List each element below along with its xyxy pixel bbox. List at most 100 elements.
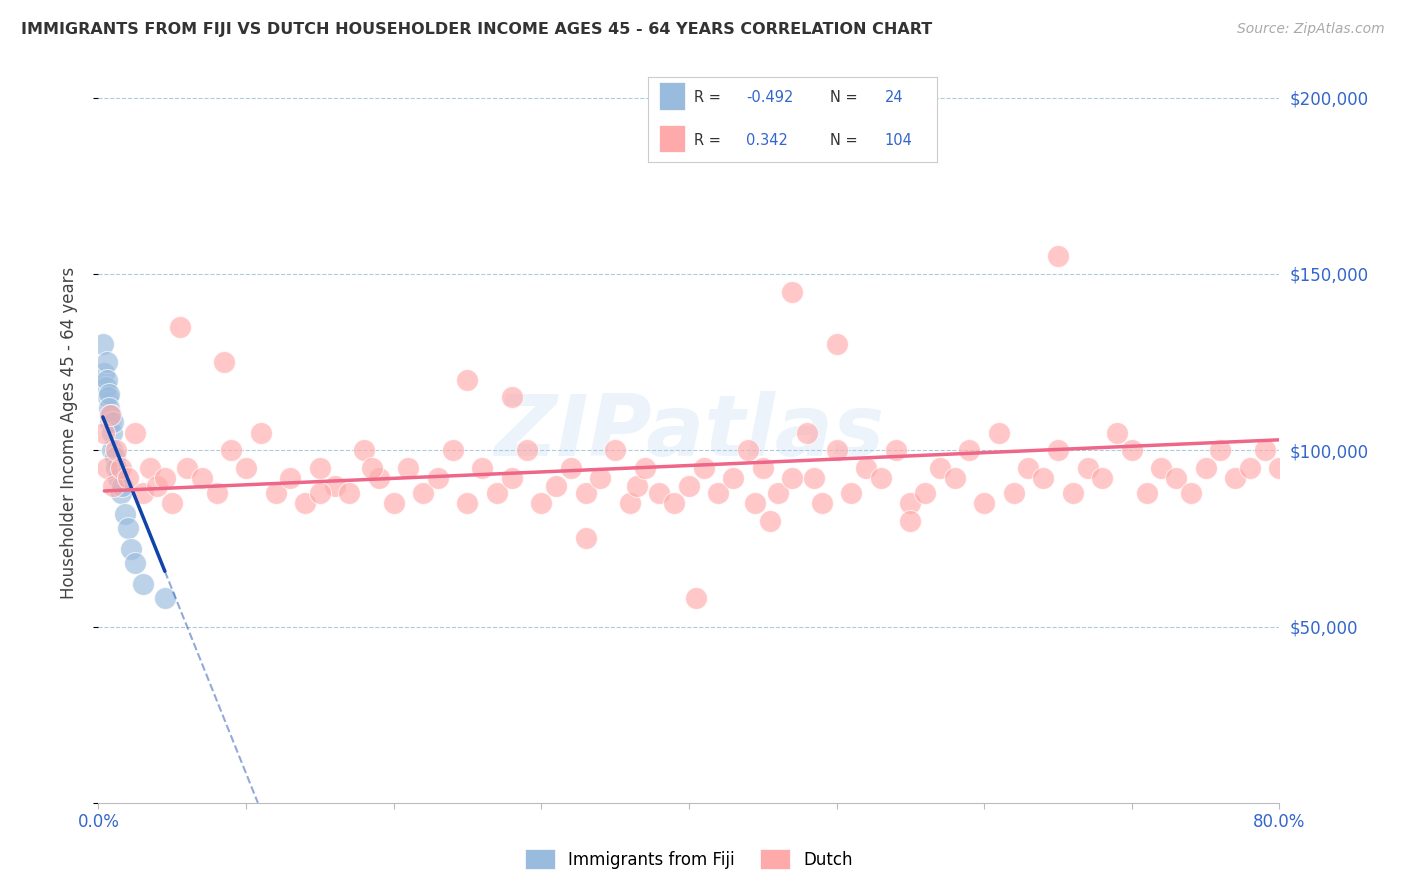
Point xyxy=(501,390,523,404)
Point xyxy=(117,471,139,485)
Point xyxy=(626,478,648,492)
Point xyxy=(486,485,509,500)
Point xyxy=(685,591,707,606)
Point xyxy=(723,471,745,485)
Point xyxy=(205,485,228,500)
Point xyxy=(169,319,191,334)
Point xyxy=(575,485,598,500)
Y-axis label: Householder Income Ages 45 - 64 years: Householder Income Ages 45 - 64 years xyxy=(59,267,77,599)
Point xyxy=(973,496,995,510)
Point xyxy=(100,408,122,422)
Text: ZIPatlas: ZIPatlas xyxy=(494,391,884,475)
Point xyxy=(294,496,316,510)
Point xyxy=(1254,443,1277,458)
Point xyxy=(280,471,302,485)
Point xyxy=(235,461,257,475)
Point xyxy=(457,496,479,510)
Point xyxy=(1047,249,1070,263)
Point xyxy=(501,471,523,485)
Point xyxy=(98,401,121,415)
Point xyxy=(1091,471,1114,485)
Point xyxy=(825,443,848,458)
Point xyxy=(368,471,391,485)
Point xyxy=(943,471,966,485)
Point xyxy=(162,496,183,510)
Point xyxy=(93,366,115,380)
Point xyxy=(1225,471,1247,485)
Point xyxy=(1180,485,1202,500)
Point xyxy=(412,485,434,500)
Point xyxy=(1150,461,1173,475)
Point xyxy=(264,485,287,500)
Point xyxy=(1018,461,1040,475)
Point xyxy=(98,415,121,429)
Point xyxy=(870,471,893,485)
Point xyxy=(124,425,146,440)
Point xyxy=(153,591,176,606)
Point xyxy=(1268,461,1291,475)
Point xyxy=(1136,485,1159,500)
Point xyxy=(103,478,125,492)
Point xyxy=(103,415,125,429)
Point xyxy=(1002,485,1025,500)
Point xyxy=(589,471,612,485)
Point xyxy=(250,425,273,440)
Point xyxy=(101,443,124,458)
Point xyxy=(900,514,922,528)
Point xyxy=(855,461,877,475)
Point xyxy=(737,443,759,458)
Text: IMMIGRANTS FROM FIJI VS DUTCH HOUSEHOLDER INCOME AGES 45 - 64 YEARS CORRELATION : IMMIGRANTS FROM FIJI VS DUTCH HOUSEHOLDE… xyxy=(21,22,932,37)
Point xyxy=(221,443,243,458)
Point xyxy=(96,461,118,475)
Point xyxy=(796,425,818,440)
Point xyxy=(382,496,405,510)
Point xyxy=(441,443,464,458)
Point xyxy=(693,461,716,475)
Point xyxy=(1077,461,1099,475)
Point xyxy=(1209,443,1232,458)
Point xyxy=(191,471,214,485)
Point xyxy=(114,507,136,521)
Point xyxy=(111,478,134,492)
Point xyxy=(153,471,176,485)
Point xyxy=(110,461,132,475)
Point xyxy=(107,471,129,485)
Point xyxy=(309,461,332,475)
Point xyxy=(91,337,114,351)
Point xyxy=(339,485,361,500)
Point xyxy=(110,485,132,500)
Point xyxy=(1032,471,1054,485)
Point xyxy=(759,514,782,528)
Point xyxy=(146,478,169,492)
Point xyxy=(766,485,789,500)
Point xyxy=(619,496,641,510)
Point xyxy=(323,478,346,492)
Point xyxy=(959,443,981,458)
Point xyxy=(309,485,332,500)
Point xyxy=(1239,461,1261,475)
Point xyxy=(678,478,700,492)
Point xyxy=(884,443,907,458)
Point xyxy=(648,485,671,500)
Point xyxy=(605,443,627,458)
Point xyxy=(94,380,117,394)
Point xyxy=(803,471,825,485)
Point xyxy=(132,577,155,591)
Point xyxy=(900,496,922,510)
Point xyxy=(825,337,848,351)
Point xyxy=(97,390,120,404)
Point xyxy=(93,425,115,440)
Point xyxy=(664,496,686,510)
Point xyxy=(782,471,804,485)
Point xyxy=(560,461,582,475)
Point xyxy=(546,478,568,492)
Point xyxy=(96,373,118,387)
Point xyxy=(1166,471,1188,485)
Point xyxy=(427,471,450,485)
Point xyxy=(471,461,494,475)
Point xyxy=(634,461,657,475)
Point xyxy=(782,285,804,299)
Point xyxy=(105,443,128,458)
Point xyxy=(105,461,128,475)
Point xyxy=(97,387,120,401)
